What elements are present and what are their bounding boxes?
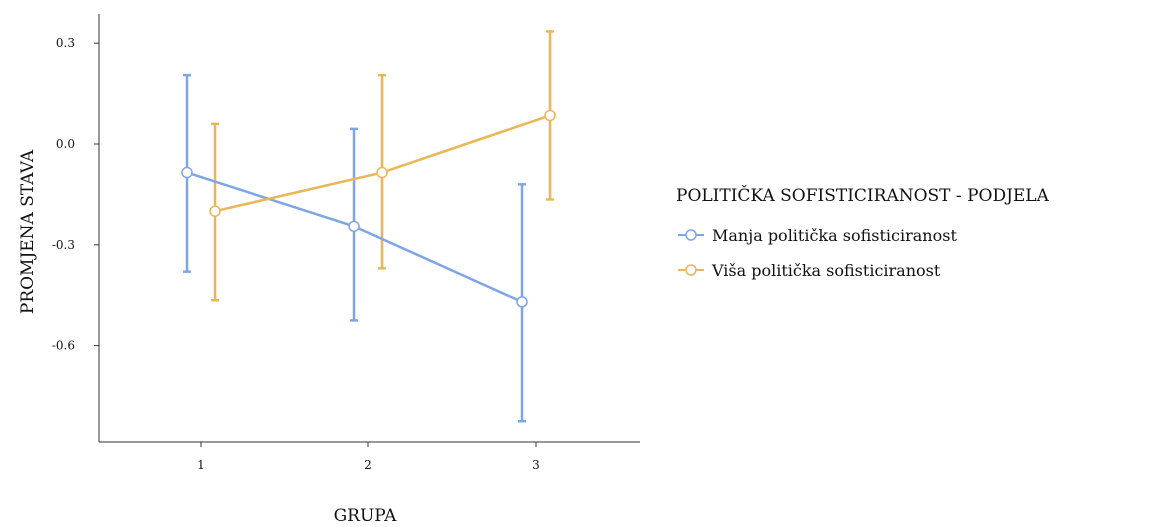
y-tick-label: 0.0: [56, 137, 75, 151]
data-point: [376, 166, 388, 179]
x-tick-label: 3: [532, 458, 540, 472]
legend-item: Manja politička sofisticiranost: [678, 226, 957, 245]
legend-swatch-marker: [685, 264, 697, 276]
legend: POLITIČKA SOFISTICIRANOST - PODJELA Manj…: [676, 185, 1050, 280]
data-point: [181, 166, 193, 179]
legend-swatch-marker: [685, 229, 697, 241]
x-tick-label: 2: [364, 458, 372, 472]
legend-items: Manja politička sofisticiranost Viša poli…: [678, 226, 957, 280]
error-bars: [183, 30, 554, 423]
series-points: [181, 109, 556, 308]
data-point: [348, 220, 360, 233]
y-tick-label: -0.6: [52, 339, 75, 353]
x-ticks: 1 2 3: [197, 442, 540, 472]
data-point: [209, 205, 221, 217]
legend-label: Manja politička sofisticiranost: [712, 226, 957, 245]
y-tick-label: -0.3: [52, 238, 75, 252]
legend-label: Viša politička sofisticiranost: [711, 261, 941, 280]
legend-title: POLITIČKA SOFISTICIRANOST - PODJELA: [676, 185, 1050, 206]
y-axis-title: PROMJENA STAVA: [18, 149, 38, 314]
y-ticks: 0.3 0.0 -0.3 -0.6: [52, 36, 99, 353]
data-point: [516, 296, 528, 308]
x-axis-title: GRUPA: [334, 506, 398, 526]
legend-item: Viša politička sofisticiranost: [678, 261, 941, 280]
data-point: [544, 109, 556, 122]
plot-area: 0.3 0.0 -0.3 -0.6 1 2 3: [52, 14, 640, 472]
y-tick-label: 0.3: [56, 36, 75, 50]
series-lines: [186, 114, 551, 304]
x-tick-label: 1: [197, 458, 205, 472]
